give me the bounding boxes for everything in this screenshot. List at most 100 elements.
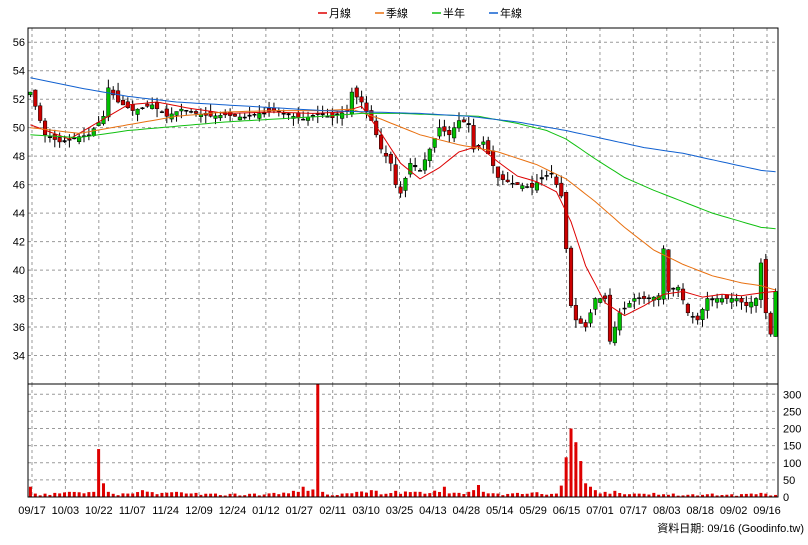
candle bbox=[408, 158, 413, 178]
volume-tick-label: 300 bbox=[783, 389, 801, 401]
candle-body bbox=[671, 287, 676, 290]
volume-bar bbox=[97, 449, 101, 497]
x-tick-label: 10/03 bbox=[52, 505, 80, 517]
candle bbox=[452, 122, 457, 143]
candle-body bbox=[554, 176, 559, 185]
volume-bar bbox=[403, 491, 407, 497]
candle-body bbox=[77, 136, 82, 143]
candle-body bbox=[700, 308, 705, 321]
volume-bar bbox=[666, 494, 670, 497]
candle-body bbox=[685, 303, 690, 314]
candle bbox=[184, 109, 189, 115]
volume-bar bbox=[296, 491, 300, 497]
price-tick-label: 40 bbox=[13, 265, 25, 277]
candle-body bbox=[466, 123, 471, 126]
candle-body bbox=[417, 170, 423, 172]
candle-body bbox=[305, 116, 311, 121]
candle bbox=[744, 296, 749, 313]
volume-bar bbox=[87, 492, 91, 497]
candle-body bbox=[603, 295, 608, 299]
volume-bar bbox=[252, 493, 256, 497]
candle bbox=[354, 85, 359, 105]
candle-body bbox=[247, 114, 252, 117]
volume-tick-label: 250 bbox=[783, 406, 801, 418]
volume-bar bbox=[515, 492, 519, 497]
volume-bar bbox=[282, 492, 286, 497]
candle-body bbox=[530, 183, 535, 188]
candle bbox=[539, 169, 544, 186]
price-tick-label: 44 bbox=[13, 208, 25, 220]
candle-body bbox=[340, 112, 345, 119]
x-tick-label: 09/16 bbox=[753, 505, 781, 517]
volume-bar bbox=[423, 493, 427, 497]
volume-bar bbox=[77, 492, 81, 497]
volume-bar bbox=[428, 493, 432, 497]
candle-body bbox=[642, 296, 647, 299]
volume-bar bbox=[671, 493, 675, 497]
candle-body bbox=[286, 113, 291, 116]
volume-bar bbox=[632, 493, 636, 497]
volume-bar bbox=[82, 493, 86, 497]
volume-tick-label: 0 bbox=[783, 492, 789, 504]
candle bbox=[120, 95, 126, 106]
candle bbox=[695, 312, 700, 325]
x-tick-label: 01/27 bbox=[286, 505, 314, 517]
volume-tick-label: 50 bbox=[783, 475, 795, 487]
legend-label-3: 年線 bbox=[500, 6, 522, 20]
volume-bar bbox=[111, 493, 115, 497]
volume-bar bbox=[301, 486, 305, 497]
volume-bar bbox=[705, 494, 709, 497]
candle bbox=[520, 182, 525, 192]
candle-body bbox=[33, 89, 38, 107]
price-panel: 34 36 38 40 42 44 46 48 50 52 54 56 bbox=[13, 27, 779, 385]
candle-body bbox=[408, 163, 413, 175]
candle-body bbox=[111, 89, 116, 96]
candle-body bbox=[437, 127, 442, 137]
candle-body bbox=[106, 87, 111, 118]
price-tick-label: 50 bbox=[13, 123, 25, 135]
price-plot-area bbox=[28, 28, 778, 384]
candle bbox=[564, 191, 569, 253]
candle-body bbox=[515, 182, 520, 185]
volume-bar bbox=[43, 493, 47, 497]
candle-body bbox=[47, 136, 52, 138]
candle-body bbox=[237, 116, 242, 121]
ma-line-3 bbox=[30, 77, 776, 173]
volume-bar bbox=[774, 494, 778, 497]
ma-line-1 bbox=[30, 108, 776, 291]
candle-body bbox=[573, 305, 578, 321]
candle bbox=[719, 294, 725, 305]
candle-body bbox=[729, 298, 734, 303]
volume-bar bbox=[340, 493, 344, 497]
volume-bar bbox=[92, 491, 96, 497]
candle-body bbox=[179, 108, 184, 112]
volume-bar bbox=[394, 490, 398, 497]
candle bbox=[583, 319, 588, 332]
volume-bar bbox=[330, 495, 334, 497]
volume-bar bbox=[720, 495, 724, 497]
candle-body bbox=[257, 113, 262, 119]
volume-bar bbox=[350, 493, 354, 497]
candle bbox=[758, 258, 764, 309]
candle bbox=[145, 100, 150, 108]
candle bbox=[237, 112, 242, 121]
volume-bar bbox=[364, 492, 368, 497]
candle-body bbox=[447, 130, 452, 136]
candle-body bbox=[193, 111, 199, 114]
candle-body bbox=[364, 102, 369, 112]
volume-bar bbox=[170, 492, 174, 497]
volume-bar bbox=[564, 457, 568, 497]
candle bbox=[242, 112, 247, 120]
x-tick-label: 08/03 bbox=[653, 505, 681, 517]
candle-body bbox=[379, 134, 384, 150]
candle-body bbox=[452, 127, 457, 139]
candle-body bbox=[140, 107, 145, 109]
volume-bar bbox=[413, 491, 417, 497]
candle-body bbox=[456, 120, 462, 129]
x-tick-label: 12/24 bbox=[219, 505, 247, 517]
volume-bar bbox=[530, 492, 534, 497]
candle bbox=[500, 170, 505, 185]
volume-bar bbox=[272, 492, 276, 497]
volume-bar bbox=[384, 493, 388, 497]
candle bbox=[715, 293, 720, 309]
